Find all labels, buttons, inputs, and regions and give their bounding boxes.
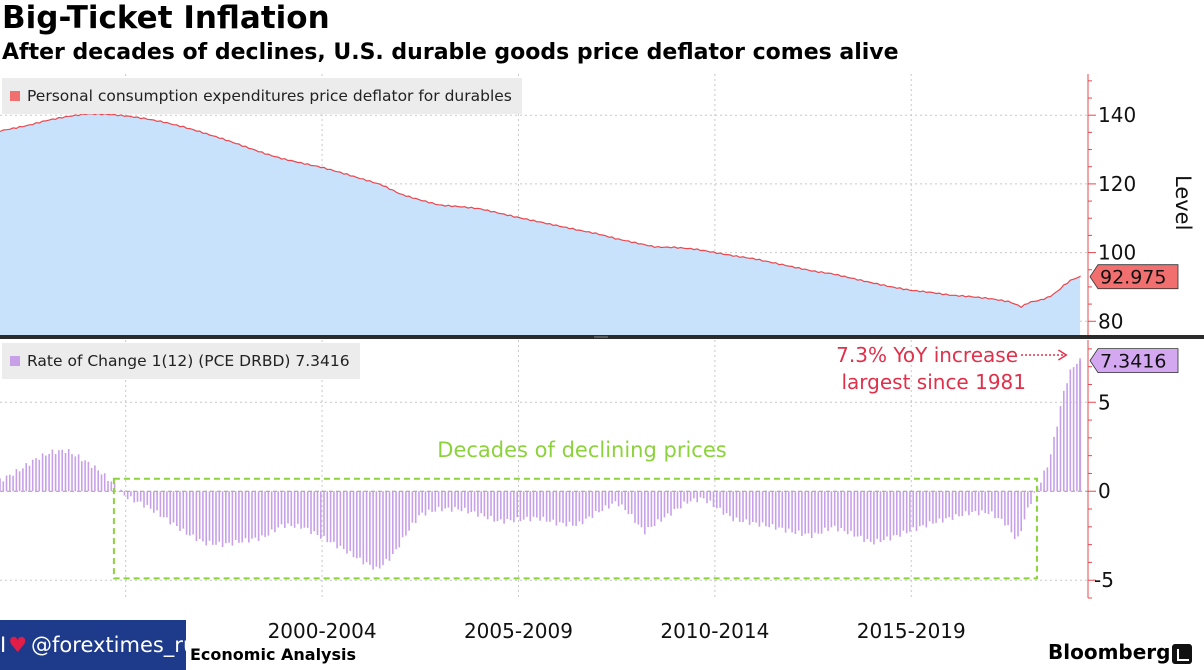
spike-arrow-head — [1057, 349, 1068, 361]
roc-last-value-text: 7.3416 — [1100, 351, 1166, 373]
roc-legend-swatch — [10, 356, 20, 366]
decline-annotation-box — [112, 477, 1038, 580]
roc-tick-label-1: 0 — [1098, 479, 1111, 503]
level-series-area — [0, 112, 1081, 336]
last-value-tags: 92.975 7.3416 — [1089, 264, 1179, 374]
roc-legend: Rate of Change 1(12) (PCE DRBD) 7.3416 — [2, 343, 360, 379]
level-legend: Personal consumption expenditures price … — [2, 78, 522, 114]
x-tick-label-4: 2015-2019 — [857, 619, 966, 643]
value-axes: 80 100 120 140 -5 0 5 Level — [0, 74, 1204, 599]
level-tick-label-0: 80 — [1098, 309, 1123, 333]
roc-series-bars — [0, 358, 1082, 570]
level-last-value-text: 92.975 — [1100, 267, 1166, 289]
level-tick-label-3: 140 — [1098, 103, 1136, 127]
level-tick-label-1: 100 — [1098, 241, 1136, 265]
chart-subtitle: After decades of declines, U.S. durable … — [2, 40, 899, 65]
spike-annotation-line1: 7.3% YoY increase — [836, 343, 1018, 367]
roc-tick-label-2: 5 — [1098, 390, 1111, 414]
decline-annotation-label: Decades of declining prices — [437, 438, 726, 462]
source-label: Economic Analysis — [190, 645, 357, 664]
x-axis-labels: 1995-19992000-20042005-20092010-20142015… — [71, 619, 966, 643]
x-tick-label-1: 2000-2004 — [268, 619, 377, 643]
watermark-banner: I♥ @forextimes_ru — [0, 620, 186, 670]
bloomberg-icon — [1172, 644, 1192, 664]
level-last-value-bg — [1089, 264, 1179, 290]
level-line — [0, 112, 1081, 309]
roc-tick-label-0: -5 — [1094, 568, 1114, 592]
level-legend-label: Personal consumption expenditures price … — [27, 87, 512, 105]
level-area-fill — [0, 113, 1081, 336]
level-axis-title: Level — [1171, 175, 1195, 230]
watermark-prefix: I — [0, 633, 7, 657]
x-tick-label-2: 2005-2009 — [464, 619, 573, 643]
spike-annotation-line2: largest since 1981 — [841, 370, 1026, 394]
annotations: Decades of declining prices 7.3% YoY incr… — [437, 343, 1068, 462]
chart-title: Big-Ticket Inflation — [2, 0, 330, 36]
brand-logo-text: Bloomberg — [1048, 640, 1171, 664]
roc-last-value-bg — [1089, 348, 1179, 374]
x-tick-label-3: 2010-2014 — [660, 619, 769, 643]
roc-legend-label: Rate of Change 1(12) (PCE DRBD) 7.3416 — [27, 352, 350, 370]
level-tick-label-2: 120 — [1098, 172, 1136, 196]
watermark-handle: @forextimes_ru — [31, 633, 186, 657]
heart-icon: ♥ — [8, 633, 28, 657]
decline-box — [112, 477, 1038, 580]
level-legend-swatch — [10, 91, 20, 101]
